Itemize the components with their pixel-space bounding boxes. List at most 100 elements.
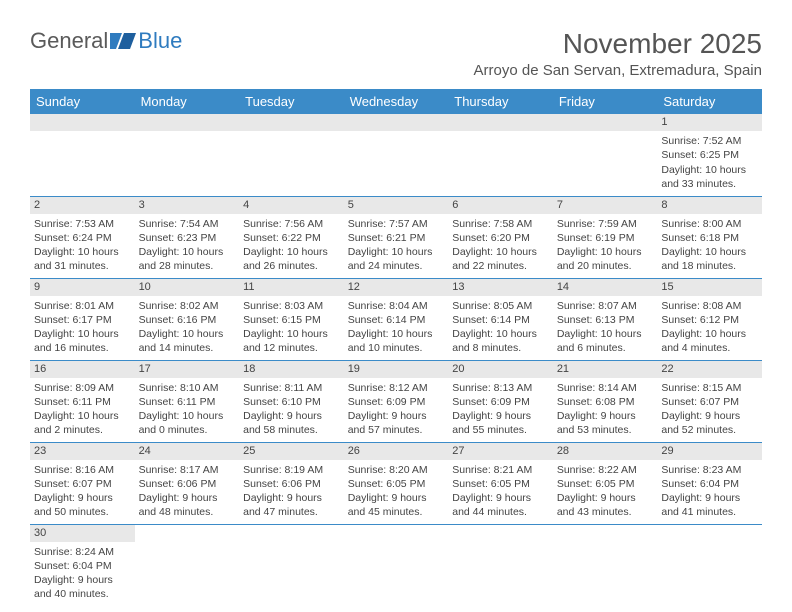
calendar-day-cell: 8Sunrise: 8:00 AMSunset: 6:18 PMDaylight… xyxy=(657,196,762,278)
day-number: 16 xyxy=(30,361,135,378)
calendar-day-cell: 15Sunrise: 8:08 AMSunset: 6:12 PMDayligh… xyxy=(657,278,762,360)
day-number-empty xyxy=(448,114,553,131)
day-number: 11 xyxy=(239,279,344,296)
weekday-header: Wednesday xyxy=(344,89,449,114)
calendar-week-row: 16Sunrise: 8:09 AMSunset: 6:11 PMDayligh… xyxy=(30,360,762,442)
day-number: 1 xyxy=(657,114,762,131)
day-details: Sunrise: 7:59 AMSunset: 6:19 PMDaylight:… xyxy=(553,214,658,278)
day-number: 29 xyxy=(657,443,762,460)
calendar-day-cell: 29Sunrise: 8:23 AMSunset: 6:04 PMDayligh… xyxy=(657,442,762,524)
calendar-page: General Blue November 2025 Arroyo de San… xyxy=(0,0,792,606)
calendar-day-cell: 14Sunrise: 8:07 AMSunset: 6:13 PMDayligh… xyxy=(553,278,658,360)
day-number: 30 xyxy=(30,525,135,542)
day-number: 28 xyxy=(553,443,658,460)
calendar-day-cell: 7Sunrise: 7:59 AMSunset: 6:19 PMDaylight… xyxy=(553,196,658,278)
day-details: Sunrise: 7:58 AMSunset: 6:20 PMDaylight:… xyxy=(448,214,553,278)
logo-text-1: General xyxy=(30,28,108,54)
day-details: Sunrise: 8:02 AMSunset: 6:16 PMDaylight:… xyxy=(135,296,240,360)
weekday-header: Friday xyxy=(553,89,658,114)
calendar-day-cell xyxy=(239,114,344,196)
calendar-day-cell: 6Sunrise: 7:58 AMSunset: 6:20 PMDaylight… xyxy=(448,196,553,278)
calendar-day-cell: 19Sunrise: 8:12 AMSunset: 6:09 PMDayligh… xyxy=(344,360,449,442)
location: Arroyo de San Servan, Extremadura, Spain xyxy=(474,62,763,79)
calendar-day-cell: 9Sunrise: 8:01 AMSunset: 6:17 PMDaylight… xyxy=(30,278,135,360)
day-number: 18 xyxy=(239,361,344,378)
calendar-day-cell xyxy=(239,524,344,606)
day-number: 2 xyxy=(30,197,135,214)
day-details: Sunrise: 8:16 AMSunset: 6:07 PMDaylight:… xyxy=(30,460,135,524)
day-details: Sunrise: 8:24 AMSunset: 6:04 PMDaylight:… xyxy=(30,542,135,606)
weekday-header: Tuesday xyxy=(239,89,344,114)
calendar-day-cell: 23Sunrise: 8:16 AMSunset: 6:07 PMDayligh… xyxy=(30,442,135,524)
calendar-day-cell xyxy=(344,114,449,196)
day-number: 27 xyxy=(448,443,553,460)
day-number: 21 xyxy=(553,361,658,378)
calendar-day-cell: 18Sunrise: 8:11 AMSunset: 6:10 PMDayligh… xyxy=(239,360,344,442)
calendar-day-cell: 1Sunrise: 7:52 AMSunset: 6:25 PMDaylight… xyxy=(657,114,762,196)
calendar-day-cell: 12Sunrise: 8:04 AMSunset: 6:14 PMDayligh… xyxy=(344,278,449,360)
calendar-day-cell: 17Sunrise: 8:10 AMSunset: 6:11 PMDayligh… xyxy=(135,360,240,442)
day-number-empty xyxy=(30,114,135,131)
calendar-day-cell: 16Sunrise: 8:09 AMSunset: 6:11 PMDayligh… xyxy=(30,360,135,442)
day-number: 12 xyxy=(344,279,449,296)
day-details: Sunrise: 8:22 AMSunset: 6:05 PMDaylight:… xyxy=(553,460,658,524)
day-details: Sunrise: 7:57 AMSunset: 6:21 PMDaylight:… xyxy=(344,214,449,278)
calendar-day-cell: 20Sunrise: 8:13 AMSunset: 6:09 PMDayligh… xyxy=(448,360,553,442)
calendar-week-row: 9Sunrise: 8:01 AMSunset: 6:17 PMDaylight… xyxy=(30,278,762,360)
day-details: Sunrise: 7:56 AMSunset: 6:22 PMDaylight:… xyxy=(239,214,344,278)
weekday-header: Thursday xyxy=(448,89,553,114)
calendar-day-cell xyxy=(448,114,553,196)
calendar-day-cell xyxy=(344,524,449,606)
day-number: 15 xyxy=(657,279,762,296)
day-details: Sunrise: 8:20 AMSunset: 6:05 PMDaylight:… xyxy=(344,460,449,524)
day-details: Sunrise: 8:17 AMSunset: 6:06 PMDaylight:… xyxy=(135,460,240,524)
day-number: 17 xyxy=(135,361,240,378)
day-details: Sunrise: 8:08 AMSunset: 6:12 PMDaylight:… xyxy=(657,296,762,360)
day-number: 20 xyxy=(448,361,553,378)
day-number: 13 xyxy=(448,279,553,296)
day-number: 7 xyxy=(553,197,658,214)
day-number-empty xyxy=(239,114,344,131)
calendar-day-cell xyxy=(30,114,135,196)
day-number: 26 xyxy=(344,443,449,460)
calendar-day-cell: 10Sunrise: 8:02 AMSunset: 6:16 PMDayligh… xyxy=(135,278,240,360)
day-number-empty xyxy=(553,114,658,131)
calendar-day-cell: 27Sunrise: 8:21 AMSunset: 6:05 PMDayligh… xyxy=(448,442,553,524)
calendar-day-cell: 28Sunrise: 8:22 AMSunset: 6:05 PMDayligh… xyxy=(553,442,658,524)
title-block: November 2025 Arroyo de San Servan, Extr… xyxy=(474,28,763,79)
calendar-table: SundayMondayTuesdayWednesdayThursdayFrid… xyxy=(30,89,762,606)
month-title: November 2025 xyxy=(474,28,763,60)
calendar-week-row: 23Sunrise: 8:16 AMSunset: 6:07 PMDayligh… xyxy=(30,442,762,524)
calendar-day-cell xyxy=(553,524,658,606)
weekday-header: Monday xyxy=(135,89,240,114)
calendar-day-cell: 25Sunrise: 8:19 AMSunset: 6:06 PMDayligh… xyxy=(239,442,344,524)
calendar-day-cell: 30Sunrise: 8:24 AMSunset: 6:04 PMDayligh… xyxy=(30,524,135,606)
day-details: Sunrise: 8:03 AMSunset: 6:15 PMDaylight:… xyxy=(239,296,344,360)
calendar-day-cell xyxy=(448,524,553,606)
calendar-day-cell: 4Sunrise: 7:56 AMSunset: 6:22 PMDaylight… xyxy=(239,196,344,278)
day-number: 23 xyxy=(30,443,135,460)
calendar-day-cell xyxy=(135,524,240,606)
day-number: 9 xyxy=(30,279,135,296)
day-details: Sunrise: 8:07 AMSunset: 6:13 PMDaylight:… xyxy=(553,296,658,360)
day-details: Sunrise: 8:15 AMSunset: 6:07 PMDaylight:… xyxy=(657,378,762,442)
day-number: 14 xyxy=(553,279,658,296)
day-details: Sunrise: 8:01 AMSunset: 6:17 PMDaylight:… xyxy=(30,296,135,360)
header: General Blue November 2025 Arroyo de San… xyxy=(30,28,762,79)
day-number: 24 xyxy=(135,443,240,460)
day-details: Sunrise: 8:12 AMSunset: 6:09 PMDaylight:… xyxy=(344,378,449,442)
day-number: 3 xyxy=(135,197,240,214)
weekday-header: Saturday xyxy=(657,89,762,114)
calendar-week-row: 30Sunrise: 8:24 AMSunset: 6:04 PMDayligh… xyxy=(30,524,762,606)
weekday-header-row: SundayMondayTuesdayWednesdayThursdayFrid… xyxy=(30,89,762,114)
day-details: Sunrise: 7:53 AMSunset: 6:24 PMDaylight:… xyxy=(30,214,135,278)
day-number: 19 xyxy=(344,361,449,378)
logo-text-2: Blue xyxy=(138,28,182,54)
day-number-empty xyxy=(344,114,449,131)
calendar-day-cell: 11Sunrise: 8:03 AMSunset: 6:15 PMDayligh… xyxy=(239,278,344,360)
day-number: 8 xyxy=(657,197,762,214)
day-details: Sunrise: 8:14 AMSunset: 6:08 PMDaylight:… xyxy=(553,378,658,442)
calendar-day-cell: 3Sunrise: 7:54 AMSunset: 6:23 PMDaylight… xyxy=(135,196,240,278)
calendar-day-cell: 26Sunrise: 8:20 AMSunset: 6:05 PMDayligh… xyxy=(344,442,449,524)
weekday-header: Sunday xyxy=(30,89,135,114)
